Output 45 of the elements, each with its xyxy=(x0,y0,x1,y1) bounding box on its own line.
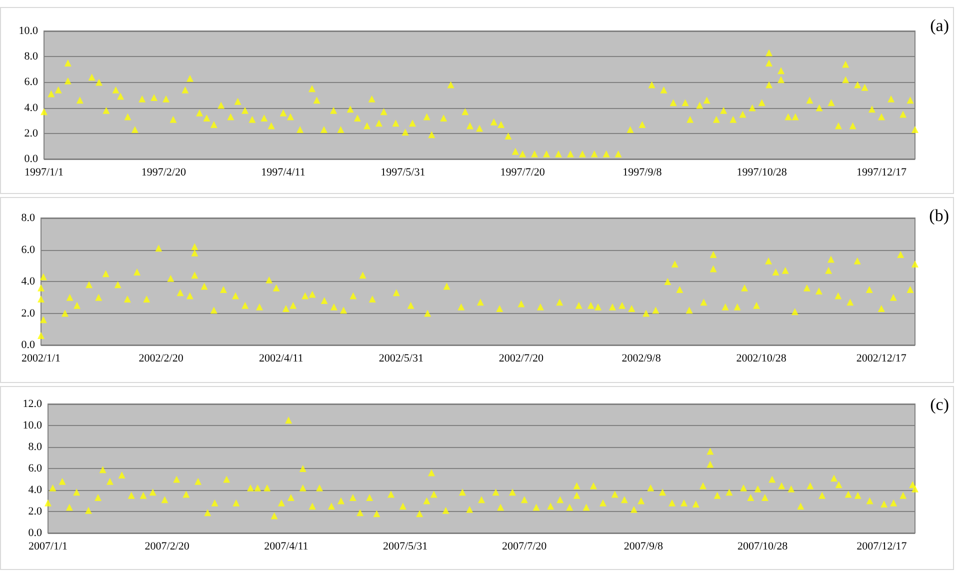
x-tick-label: 2007/12/17 xyxy=(856,540,908,552)
text: (c) xyxy=(930,395,950,414)
x-tick-label: 2002/5/31 xyxy=(378,352,424,364)
x-tick-label: 2007/2/20 xyxy=(144,540,190,552)
x-tick-label: 2002/7/20 xyxy=(498,352,544,364)
y-tick-label: 0.0 xyxy=(24,153,38,165)
x-tick-label: 2007/7/20 xyxy=(502,540,548,552)
x-tick-label: 1997/9/8 xyxy=(622,166,662,178)
y-tick-label: 6.0 xyxy=(24,76,38,88)
text: (a) xyxy=(930,16,950,35)
x-tick-label: 1997/2/20 xyxy=(141,166,186,178)
y-tick-label: 2.0 xyxy=(28,506,42,518)
y-tick-label: 10.0 xyxy=(22,420,42,432)
x-tick-label: 1997/7/20 xyxy=(500,166,546,178)
x-tick-label: 1997/12/17 xyxy=(856,166,908,178)
y-tick-label: 0.0 xyxy=(28,527,42,539)
x-tick-label: 1997/5/31 xyxy=(380,166,426,178)
y-tick-label: 12.0 xyxy=(22,398,42,410)
x-tick-label: 2002/9/8 xyxy=(622,352,662,364)
y-tick-label: 6.0 xyxy=(21,244,36,256)
x-tick-label: 2007/9/8 xyxy=(624,540,664,552)
y-tick-label: 6.0 xyxy=(28,462,42,474)
x-tick-label: 2007/10/28 xyxy=(738,540,788,552)
y-tick-label: 8.0 xyxy=(21,212,36,224)
y-tick-label: 4.0 xyxy=(21,276,36,288)
x-tick-label: 1997/1/1 xyxy=(24,166,64,178)
text: (b) xyxy=(929,206,950,225)
y-tick-label: 8.0 xyxy=(28,441,42,453)
x-tick-label: 2007/1/1 xyxy=(28,540,68,552)
y-tick-label: 2.0 xyxy=(21,307,36,320)
y-tick-label: 0.0 xyxy=(21,339,36,351)
x-tick-label: 2002/12/17 xyxy=(856,352,907,364)
y-tick-label: 2.0 xyxy=(24,127,38,140)
y-tick-label: 10.0 xyxy=(18,25,38,37)
x-tick-label: 1997/10/28 xyxy=(736,166,788,178)
x-tick-label: 2002/4/11 xyxy=(259,352,304,364)
x-tick-label: 1997/4/11 xyxy=(261,166,306,178)
x-tick-label: 2002/1/1 xyxy=(21,352,61,364)
x-tick-label: 2002/10/28 xyxy=(736,352,787,364)
x-tick-label: 2007/5/31 xyxy=(382,540,428,552)
y-tick-label: 8.0 xyxy=(24,50,38,63)
y-tick-label: 4.0 xyxy=(28,484,42,496)
y-tick-label: 4.0 xyxy=(24,102,38,114)
x-tick-label: 2007/4/11 xyxy=(264,540,308,552)
x-tick-label: 2002/2/20 xyxy=(138,352,184,364)
